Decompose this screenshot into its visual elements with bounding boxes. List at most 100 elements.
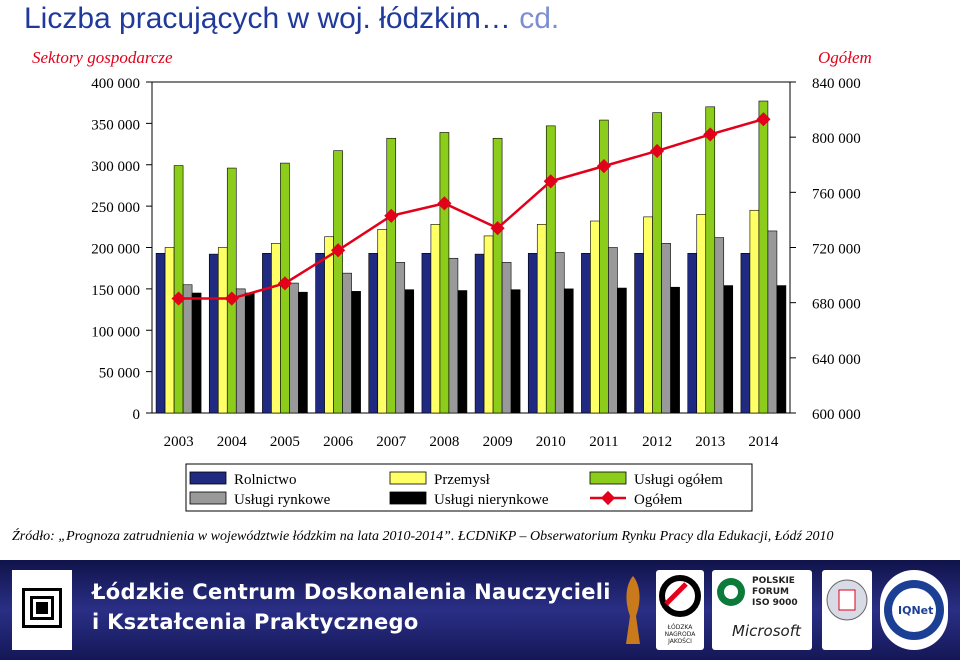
iqnet-text: IQNet	[898, 604, 934, 617]
point-ogolem	[756, 112, 771, 127]
left-tick-label: 0	[133, 407, 141, 423]
x-tick-label: 2012	[642, 434, 672, 450]
bar-przemysł	[271, 243, 281, 414]
legend-label: Przemysł	[434, 472, 491, 488]
title-tail: cd.	[519, 2, 560, 35]
right-tick-label: 680 000	[812, 297, 861, 313]
point-ogolem	[490, 221, 505, 236]
bar-przemysł	[643, 216, 653, 414]
x-tick-label: 2010	[536, 434, 566, 450]
bar-przemysł	[696, 214, 707, 414]
bar-usługi-rynkowe	[235, 288, 246, 414]
point-ogolem	[703, 127, 718, 142]
right-tick-label: 720 000	[812, 242, 861, 258]
bar-usługi-ogółem	[758, 100, 769, 414]
bar-rolnictwo	[740, 252, 751, 414]
legend-label: Ogółem	[634, 492, 683, 508]
bar-usługi-ogółem	[705, 106, 716, 414]
polskie-forum-text: POLSKIE FORUM ISO 9000	[752, 576, 798, 608]
bar-usługi-rynkowe	[714, 237, 725, 414]
bar-przemysł	[483, 235, 494, 414]
x-tick-label: 2007	[376, 434, 407, 450]
legend-box	[185, 463, 753, 512]
bar-usługi-nierynkowe	[404, 289, 415, 414]
point-ogolem	[384, 208, 399, 223]
bar-usługi-nierynkowe	[244, 292, 255, 414]
left-axis-title: Sektory gospodarcze	[32, 48, 173, 67]
left-tick-label: 150 000	[91, 283, 140, 299]
bar-rolnictwo	[155, 252, 166, 414]
source-note: Źródło: „Prognoza zatrudnienia w wojewód…	[12, 529, 834, 544]
bar-usługi-ogółem	[173, 165, 184, 414]
bar-usługi-rynkowe	[767, 230, 778, 414]
bar-usługi-nierynkowe	[510, 289, 521, 414]
bar-usługi-rynkowe	[289, 282, 299, 414]
legend-label: Rolnictwo	[234, 472, 297, 488]
bar-usługi-ogółem	[545, 125, 556, 414]
bar-rolnictwo	[687, 252, 698, 414]
right-tick-label: 840 000	[812, 76, 861, 92]
bar-usługi-ogółem	[333, 150, 343, 414]
x-tick-label: 2009	[483, 434, 513, 450]
statuette-icon	[618, 570, 648, 650]
legend-swatch	[389, 471, 427, 485]
point-ogolem	[171, 291, 186, 306]
point-ogolem	[277, 276, 292, 291]
bar-usługi-ogółem	[439, 132, 450, 414]
point-ogolem	[650, 143, 665, 159]
org-name-line1: Łódzkie Centrum Doskonalenia Nauczycieli	[92, 580, 611, 604]
employment-chart: 0 50 000 100 000 150 000 200 000 250 000 300 0…	[91, 76, 861, 512]
x-tick-label: 2014	[748, 434, 779, 450]
left-tick-label: 400 000	[91, 76, 140, 92]
left-tick-label: 300 000	[91, 159, 140, 175]
bar-usługi-rynkowe	[661, 243, 671, 414]
bar-usługi-ogółem	[386, 137, 397, 414]
right-tick-label: 640 000	[812, 352, 861, 368]
bar-usługi-nierynkowe	[617, 287, 627, 414]
bar-rolnictwo	[634, 252, 644, 414]
legend-swatch	[389, 491, 427, 505]
bar-przemysł	[324, 236, 334, 414]
left-tick-label: 250 000	[91, 200, 140, 216]
x-tick-label: 2005	[270, 434, 300, 450]
bar-usługi-rynkowe	[395, 262, 406, 414]
x-tick-label: 2004	[217, 434, 248, 450]
bar-usługi-nierynkowe	[670, 286, 680, 414]
polskie-forum-badge: POLSKIE FORUM ISO 9000 Microsoft	[712, 570, 812, 650]
left-tick-label: 100 000	[91, 324, 140, 340]
legend-swatch	[189, 471, 227, 485]
x-tick-label: 2003	[164, 434, 194, 450]
bar-usługi-nierynkowe	[351, 291, 361, 414]
bar-przemysł	[377, 228, 388, 414]
point-ogolem	[543, 174, 558, 189]
page-title: Liczba pracujących w woj. łódzkim… cd.	[24, 2, 559, 36]
left-tick-label: 350 000	[91, 117, 140, 133]
bar-usługi-rynkowe	[448, 257, 459, 414]
point-ogolem	[596, 159, 611, 174]
x-tick-label: 2008	[429, 434, 459, 450]
bar-usługi-rynkowe	[608, 247, 618, 414]
bar-rolnictwo	[474, 253, 485, 414]
right-tick-label: 800 000	[812, 131, 861, 147]
bar-usługi-nierynkowe	[191, 292, 202, 414]
bar-rolnictwo	[527, 252, 538, 414]
bar-rolnictwo	[208, 253, 219, 414]
lcdnikp-logo	[12, 570, 72, 650]
x-tick-label: 2006	[323, 434, 354, 450]
bar-przemysł	[749, 209, 760, 414]
bar-usługi-rynkowe	[554, 252, 565, 414]
bar-przemysł	[164, 247, 175, 414]
iqnet-badge: IQNet	[880, 570, 948, 650]
bar-usługi-nierynkowe	[563, 288, 574, 414]
legend-marker-ogolem	[600, 490, 616, 506]
legend-label: Usługi ogółem	[634, 472, 723, 488]
bar-rolnictwo	[421, 252, 432, 414]
certificate-badge	[822, 570, 872, 650]
org-name-line2: i Kształcenia Praktycznego	[92, 610, 419, 634]
bar-rolnictwo	[262, 252, 272, 414]
right-tick-label: 760 000	[812, 186, 861, 202]
bar-usługi-rynkowe	[342, 272, 352, 414]
bar-rolnictwo	[315, 252, 325, 414]
bar-przemysł	[590, 220, 600, 414]
bar-usługi-ogółem	[492, 137, 503, 414]
